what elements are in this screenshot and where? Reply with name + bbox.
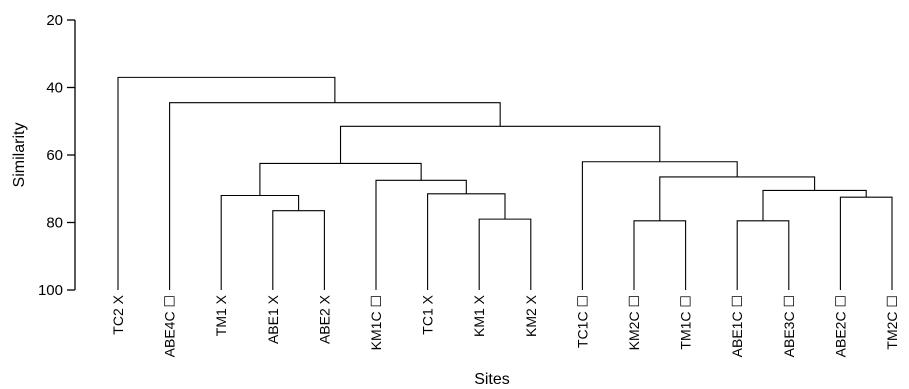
leaf-label: TM2C ☐: [884, 295, 900, 350]
dendrogram-merge: [375, 179, 467, 290]
leaf-label: TC1 X: [420, 294, 436, 334]
leaf-label: KM2 X: [523, 294, 539, 337]
dendrogram-merge: [220, 194, 300, 290]
dendrogram-merge: [427, 193, 506, 290]
y-axis-title: Similarity: [11, 123, 28, 188]
dendrogram-merge: [117, 76, 336, 290]
leaf-labels: TC2 X ABE4C ☐ TM1 X ABE1 X ABE2 X KM1C ☐ TC1 X…: [110, 294, 900, 357]
y-axis-ticks: 20 40 60 80 100: [38, 12, 75, 299]
dendrogram-branches: [117, 76, 893, 290]
leaf-label: TC2 X: [110, 294, 126, 334]
leaf-label: ABE1 X: [265, 294, 281, 344]
dendrogram-merge: [633, 220, 687, 290]
dendrogram-merge: [259, 162, 422, 196]
y-tick-label: 20: [46, 12, 63, 29]
leaf-label: KM1 X: [471, 294, 487, 337]
y-tick-label: 40: [46, 80, 63, 97]
x-axis-title: Sites: [474, 371, 510, 388]
y-tick-label: 60: [46, 147, 63, 164]
dendrogram-merge: [762, 189, 867, 221]
dendrogram-merge: [169, 102, 501, 290]
leaf-label: TM1C ☐: [678, 295, 694, 350]
leaf-label: TC1C ☐: [574, 295, 590, 348]
leaf-label: KM1C ☐: [368, 295, 384, 350]
leaf-label: KM2C ☐: [626, 295, 642, 350]
y-tick-label: 80: [46, 215, 63, 232]
dendrogram-merge: [339, 125, 661, 164]
dendrogram-merge: [478, 218, 532, 290]
dendrogram-merge: [736, 220, 790, 290]
leaf-label: ABE2C ☐: [832, 295, 848, 357]
leaf-label: TM1 X: [213, 294, 229, 336]
leaf-label: ABE2 X: [316, 294, 332, 344]
dendrogram-merge: [272, 210, 325, 290]
dendrogram-merge: [659, 176, 816, 221]
dendrogram-merge: [839, 196, 893, 290]
y-tick-label: 100: [38, 282, 63, 299]
leaf-label: ABE4C ☐: [162, 295, 178, 357]
leaf-label: ABE1C ☐: [729, 295, 745, 357]
leaf-label: ABE3C ☐: [781, 295, 797, 357]
